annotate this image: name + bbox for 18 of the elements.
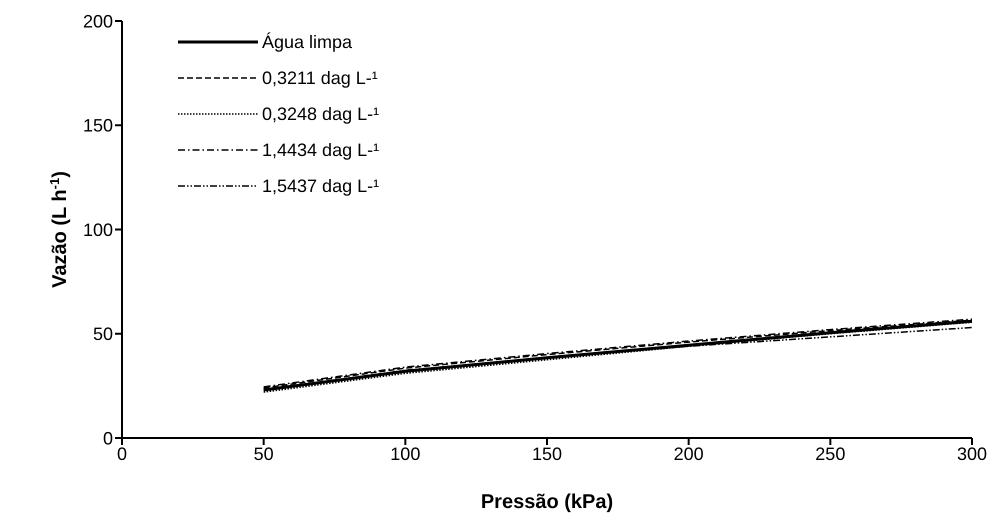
y-tick-label: 0	[102, 428, 113, 448]
x-tick-label: 200	[674, 444, 704, 464]
x-tick-label: 150	[532, 444, 562, 464]
y-tick-label: 150	[82, 116, 113, 136]
x-tick-label: 50	[254, 444, 274, 464]
legend-label: 0,3248 dag L-¹	[262, 102, 380, 126]
x-tick-label: 250	[815, 444, 846, 464]
legend-label: 1,5437 dag L-¹	[262, 174, 380, 198]
legend-label: 1,4434 dag L-¹	[262, 138, 380, 162]
y-tick-label: 50	[92, 324, 113, 344]
x-tick-label: 100	[390, 444, 420, 464]
x-tick-label: 0	[116, 444, 128, 464]
x-tick-label: 300	[956, 444, 988, 464]
legend-label: Água limpa	[262, 30, 352, 54]
y-tick-label: 200	[82, 11, 113, 32]
legend-label: 0,3211 dag L-¹	[262, 66, 378, 90]
y-tick-label: 100	[82, 220, 113, 240]
x-axis-title: Pressão (kPa)	[480, 491, 614, 513]
